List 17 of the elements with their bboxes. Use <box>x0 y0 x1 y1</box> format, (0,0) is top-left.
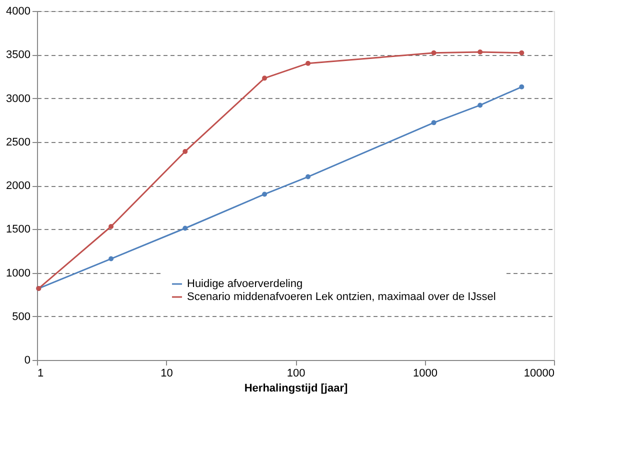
y-tick-label: 500 <box>12 310 30 323</box>
x-tick-label: 10 <box>160 368 173 380</box>
y-tick-label: 1500 <box>6 224 30 236</box>
x-tick-label: 100 <box>286 368 306 380</box>
y-tick-label: 3500 <box>6 49 30 62</box>
y-tick-label: 3000 <box>6 92 30 105</box>
y-tick-label: 4000 <box>6 6 30 18</box>
x-tick-label: 1000 <box>413 368 438 380</box>
legend-label: Huidige afvoerverdeling <box>187 278 303 290</box>
legend-label: Scenario middenafvoeren Lek ontzien, maximaal over de IJssel <box>187 291 496 303</box>
x-tick-label: 10000 <box>524 368 554 380</box>
y-tick-label: 2000 <box>6 180 30 192</box>
y-tick-label: 2500 <box>6 136 30 148</box>
y-tick-label: 0 <box>24 354 30 366</box>
y-tick-label: 1000 <box>6 267 30 280</box>
x-axis-title: Herhalingstijd [jaar] <box>244 382 348 394</box>
x-tick-label: 1 <box>38 368 44 380</box>
